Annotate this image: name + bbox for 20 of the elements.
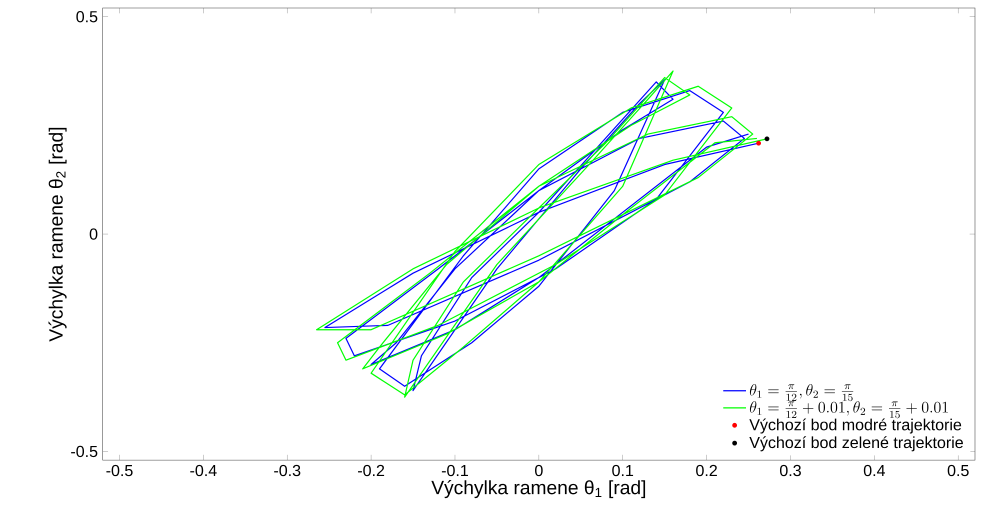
x-tick-label: 0.5 [948,464,969,476]
legend-label: Výchozí bod zelené trajektorie [749,436,963,452]
x-tick-label: 0 [535,464,543,476]
y-tick-label: 0 [90,228,98,240]
x-tick-label: 0.2 [696,464,717,476]
legend-label: $\theta_1 = \frac{\pi}{12}, \theta_2 = \frac{\pi}{15}$ [750,384,854,402]
legend-label: Výchozí bod modré trajektorie [749,418,962,434]
x-tick-label: -0.4 [190,464,217,476]
y-tick-label: 0.5 [76,11,98,22]
x-tick-label: 0.3 [780,464,801,476]
y-tick-label: -0.5 [71,446,98,458]
x-axis-title: Výchylka ramene θ$_{1}$ [rad] [431,480,646,498]
x-tick-label: -0.2 [358,464,384,476]
y-axis-title: Výchylka ramene θ$_{2}$ [rad] [48,128,67,342]
x-tick-label: -0.5 [106,464,133,476]
x-tick-label: -0.3 [274,464,300,476]
x-tick-label: 0.1 [612,464,634,476]
x-tick-label: -0.1 [442,464,468,476]
x-tick-label: 0.4 [864,464,885,476]
legend-label: $\theta_1 = \frac{\pi}{12} + 0.01, \theta_2 = \frac{\pi}{15} + 0.01$ [750,401,948,418]
